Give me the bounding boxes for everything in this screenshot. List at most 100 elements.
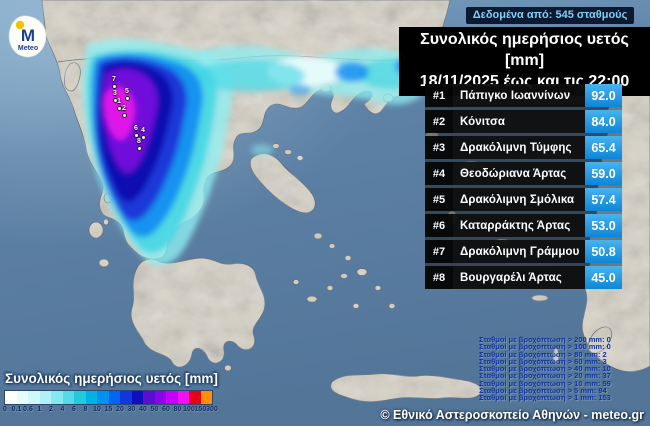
- color-scale-segment: [62, 391, 74, 404]
- rank-cell: #8: [425, 266, 453, 289]
- station-rank-marker: 2: [118, 105, 130, 118]
- station-ranking-panel: #1 Πάπιγκο Ιωαννίνων 92.0 #2 Κόνιτσα 84.0 #3 Δρ…: [425, 84, 622, 289]
- color-scale-tick: 0.6: [23, 406, 33, 413]
- ranking-row: #2 Κόνιτσα 84.0: [425, 110, 622, 133]
- rank-cell: #7: [425, 240, 453, 263]
- threshold-line: Σταθμοί με βροχόπτωση > 1 mm: 153: [479, 393, 611, 403]
- rank-cell: #6: [425, 214, 453, 237]
- color-scale-segment: [154, 391, 166, 404]
- color-scale-tick: 8: [83, 406, 88, 413]
- color-scale-tick: 10: [93, 406, 101, 413]
- threshold-line: Σταθμοί με βροχόπτωση > 40 mm: 10: [479, 364, 611, 374]
- color-scale-segment: [39, 391, 51, 404]
- station-rank-marker: 8: [133, 138, 145, 151]
- marker-number: 8: [137, 138, 141, 145]
- ranking-row: #1 Πάπιγκο Ιωαννίνων 92.0: [425, 84, 622, 107]
- color-scale-segment: [85, 391, 97, 404]
- color-scale-segment: [120, 391, 132, 404]
- color-scale-tick: 300: [206, 406, 218, 413]
- rainfall-value: 92.0: [585, 84, 622, 107]
- rank-cell: #1: [425, 84, 453, 107]
- color-scale-tick: 1: [37, 406, 42, 413]
- marker-dot-icon: [133, 133, 139, 138]
- color-scale-tick: 2: [49, 406, 53, 413]
- station-name: Κόνιτσα: [453, 110, 585, 133]
- color-scale-tick: 6: [72, 406, 76, 413]
- rank-cell: #2: [425, 110, 453, 133]
- rainfall-value: 84.0: [585, 110, 622, 133]
- station-rank-marker: 7: [108, 76, 120, 89]
- rank-cell: #3: [425, 136, 453, 159]
- color-scale-tick-labels: 0 0.1 0.6 1 2 4 6 8 10 15 20 30 40 50 60 80 100 150 300: [3, 406, 231, 416]
- station-rank-marker: 1: [113, 98, 125, 111]
- threshold-line: Σταθμοί με βροχόπτωση > 20 mm: 37: [479, 371, 611, 381]
- color-scale-tick: 40: [139, 406, 147, 413]
- color-scale-tick: 80: [173, 406, 182, 413]
- rainfall-value: 50.8: [585, 240, 622, 263]
- marker-dot-icon: [112, 98, 118, 103]
- map-title-line1: Συνολικός ημερήσιος υετός [mm]: [420, 31, 629, 69]
- color-scale-tick: 50: [150, 406, 159, 413]
- stations-count-badge: Δεδομένα από: 545 σταθμούς: [466, 7, 634, 24]
- legend-title: Συνολικός ημερήσιος υετός [mm]: [5, 371, 218, 386]
- color-scale-tick: 30: [127, 406, 136, 413]
- color-scale-segment: [74, 391, 86, 404]
- color-scale-bar: [4, 390, 213, 405]
- threshold-line: Σταθμοί με βροχόπτωση > 200 mm: 0: [479, 335, 611, 344]
- rainfall-value: 53.0: [585, 214, 622, 237]
- marker-number: 6: [134, 125, 138, 132]
- color-scale-segment: [200, 391, 212, 404]
- color-scale-segment: [16, 391, 28, 404]
- station-name: Δρακόλιμνη Σμόλικα: [453, 188, 585, 211]
- station-name: Θεοδώριανα Άρτας: [453, 162, 585, 185]
- marker-dot-icon: [136, 146, 142, 151]
- color-scale-segment: [189, 391, 201, 404]
- marker-dot-icon: [116, 106, 122, 111]
- marker-number: 4: [141, 127, 145, 134]
- threshold-line: Σταθμοί με βροχόπτωση > 10 mm: 59: [479, 378, 611, 388]
- ranking-row: #4 Θεοδώριανα Άρτας 59.0: [425, 162, 622, 185]
- marker-dot-icon: [124, 96, 130, 101]
- ranking-row: #8 Βουργαρέλι Άρτας 45.0: [425, 266, 622, 289]
- color-scale-tick: 4: [60, 406, 65, 413]
- marker-dot-icon: [140, 135, 146, 140]
- station-name: Πάπιγκο Ιωαννίνων: [453, 84, 585, 107]
- color-scale-tick: 15: [104, 406, 113, 413]
- rank-cell: #5: [425, 188, 453, 211]
- color-scale-segment: [166, 391, 178, 404]
- meteo-logo: M Meteo: [6, 14, 50, 60]
- rainfall-value: 65.4: [585, 136, 622, 159]
- color-scale-tick: 60: [162, 406, 170, 413]
- station-rank-marker: 4: [137, 127, 149, 140]
- color-scale-segment: [108, 391, 120, 404]
- station-rank-marker: 6: [130, 125, 142, 138]
- threshold-line: Σταθμοί με βροχόπτωση > 100 mm: 0: [479, 342, 611, 352]
- color-scale-tick: 100: [183, 406, 195, 413]
- color-scale-tick: 150: [194, 406, 207, 413]
- color-scale-tick: 0: [3, 406, 7, 413]
- threshold-line: Σταθμοί με βροχόπτωση > 80 mm: 2: [479, 349, 607, 359]
- color-scale-tick: 20: [116, 406, 124, 413]
- ranking-row: #3 Δρακόλιμνη Τύμφης 65.4: [425, 136, 622, 159]
- marker-number: 5: [125, 88, 129, 95]
- ranking-row: #5 Δρακόλιμνη Σμόλικα 57.4: [425, 188, 622, 211]
- rainfall-value: 57.4: [585, 188, 622, 211]
- logo-letter: M: [21, 26, 35, 45]
- color-scale-segment: [131, 391, 143, 404]
- color-scale-segment: [177, 391, 189, 404]
- marker-number: 2: [122, 105, 126, 112]
- color-scale-segment: [5, 391, 17, 404]
- color-scale-segment: [143, 391, 155, 404]
- logo-sun-icon: [15, 20, 25, 30]
- station-rank-marker: 5: [121, 88, 133, 101]
- logo-wordmark: Meteo: [18, 45, 38, 52]
- station-name: Καταρράκτης Άρτας: [453, 214, 585, 237]
- color-scale-legend: Συνολικός ημερήσιος υετός [mm] 0 0.1 0.6 1 2…: [3, 371, 231, 416]
- station-name: Δρακόλιμνη Γράμμου: [453, 240, 585, 263]
- station-name: Δρακόλιμνη Τύμφης: [453, 136, 585, 159]
- rainfall-threshold-stats: Σταθμοί με βροχόπτωση > 200 mm: 0 Σταθμοί…: [479, 336, 611, 402]
- marker-number: 3: [113, 90, 117, 97]
- rank-cell: #4: [425, 162, 453, 185]
- color-scale-segment: [97, 391, 109, 404]
